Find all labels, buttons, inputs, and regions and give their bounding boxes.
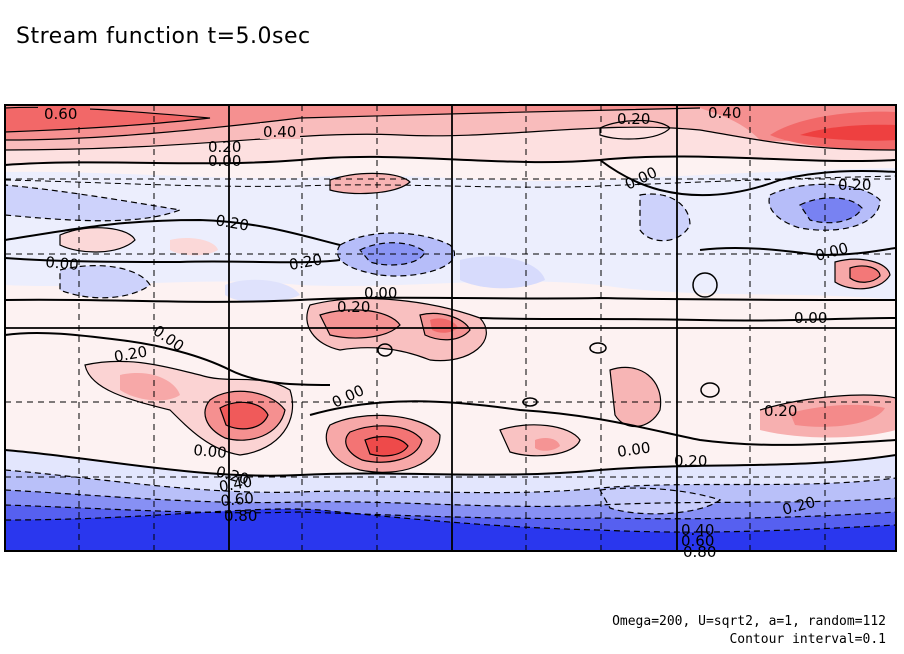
bottom-right-negative-lobe [600, 488, 720, 514]
contour-label: 0.00 [45, 253, 80, 274]
contour-label: 0.00 [208, 152, 241, 170]
contour-pos-upper [329, 172, 411, 195]
central-positive-core [430, 318, 458, 333]
central-positive-mid [320, 309, 400, 338]
contour-0.00-mid-left [5, 331, 331, 386]
contour-0.00-bottom [5, 449, 896, 477]
contour-0.00-right2 [699, 246, 896, 257]
left-small-positive [170, 238, 218, 256]
contour-label: 0.60 [681, 532, 714, 550]
contour-label: 0.20 [337, 298, 370, 316]
top-right-core-inner [800, 124, 896, 141]
contour-label: 0.40 [681, 521, 714, 539]
contour-label: 0.20 [288, 250, 324, 274]
contour-pos-central-mid [319, 309, 401, 339]
contour-label: 0.20 [617, 110, 650, 128]
top-band-strong [5, 105, 896, 142]
contour-interval-note: Contour interval=0.1 [729, 632, 886, 647]
plot-frame [4, 104, 897, 552]
contour-neg-0.80-bottom [5, 508, 896, 533]
lower-center-core [365, 436, 408, 456]
small-negative-lobe [225, 279, 300, 303]
contour-label: 0.60 [44, 105, 77, 123]
contour-0.00-top [5, 155, 896, 166]
contour-label: 0.20 [764, 402, 797, 420]
contour-label: 0.60 [220, 489, 255, 510]
contour-label: 0.00 [794, 309, 827, 327]
contour-label: 0.00 [193, 441, 228, 462]
contour-neg-center-core [359, 242, 426, 266]
right-positive-core [850, 265, 880, 283]
mid-negative-lobe [460, 256, 545, 289]
contour-label: 0.20 [214, 211, 250, 235]
lower-right-positive [610, 367, 661, 427]
contour-0.20-top [5, 126, 896, 151]
contour-label: 0.40 [708, 104, 741, 122]
contour-0.00-right-mid [479, 317, 896, 322]
contour-label: 0.80 [224, 507, 257, 525]
contour-pos-right [834, 258, 891, 290]
left-positive-blob [60, 227, 135, 252]
bottom-band-core [5, 508, 896, 551]
contour-pos-right-core [849, 265, 881, 283]
contour-pos-central-right [419, 312, 471, 341]
contour-pos-lower-left-mid [204, 390, 286, 441]
contour-label: 0.80 [683, 543, 716, 561]
upper-left-negative [5, 185, 180, 221]
far-lower-right-core [790, 404, 885, 427]
lower-left-core [220, 402, 268, 429]
contour-neg-right [639, 193, 691, 242]
contour-pos-lower-center [325, 414, 441, 473]
contour-pos-central [306, 298, 487, 362]
left-negative-lobe [60, 265, 150, 298]
contour-small-ring-3 [377, 343, 393, 357]
contour-label: 0.40 [263, 123, 296, 141]
contour-neg-bottom-right [599, 487, 722, 515]
contour-neg-left2 [59, 265, 151, 299]
parameters-note: Omega=200, U=sqrt2, a=1, random=112 [612, 614, 886, 629]
contour-label: 0.20 [208, 138, 241, 156]
contour-label: 0.20 [113, 342, 149, 366]
contour-0.00-mid [5, 296, 896, 303]
far-right-negative-core [800, 197, 862, 223]
contour-label: 0.20 [674, 452, 707, 470]
contour-label: 0.00 [364, 284, 397, 302]
contour-pos-left [59, 227, 136, 253]
contour-label: 0.40 [218, 472, 254, 496]
contour-neg-left [5, 184, 183, 222]
contour-neg-far-right [768, 183, 881, 231]
contour-neg-far-right-core [799, 197, 863, 224]
contour-neg-0.10 [5, 175, 896, 188]
contour-neg-center [336, 232, 456, 277]
contour-pos-lower-center-core [364, 436, 409, 457]
contour-small-ring-5 [692, 272, 718, 298]
solid-grid [5, 105, 896, 551]
contour-small-ring-2 [700, 382, 720, 398]
contour-0.00-left [5, 218, 341, 246]
contour-label: 0.00 [616, 438, 652, 460]
contour-pos-far-lower-right [759, 394, 896, 411]
contour-label: 0.20 [838, 176, 871, 194]
chart-title: Stream function t=5.0sec [16, 24, 311, 49]
contour-pos-lower-mid [499, 424, 581, 457]
contour-0.20-ring [599, 119, 671, 140]
contour-pos-lower-center-mid [345, 425, 423, 463]
upper-positive-blob [330, 173, 410, 194]
contour-0.00-lower [309, 400, 896, 446]
contour-small-ring-1 [589, 342, 607, 354]
contour-0.40-left [5, 107, 701, 141]
label-bg-0 [38, 106, 90, 122]
label-bg-1 [260, 123, 300, 139]
contour-0.00-right [599, 159, 896, 197]
lower-left-positive-mid [120, 372, 180, 401]
contour-pos-lower-left-core [219, 401, 269, 430]
lower-mid-core [535, 438, 560, 451]
contour-0.00-left2 [5, 257, 341, 264]
